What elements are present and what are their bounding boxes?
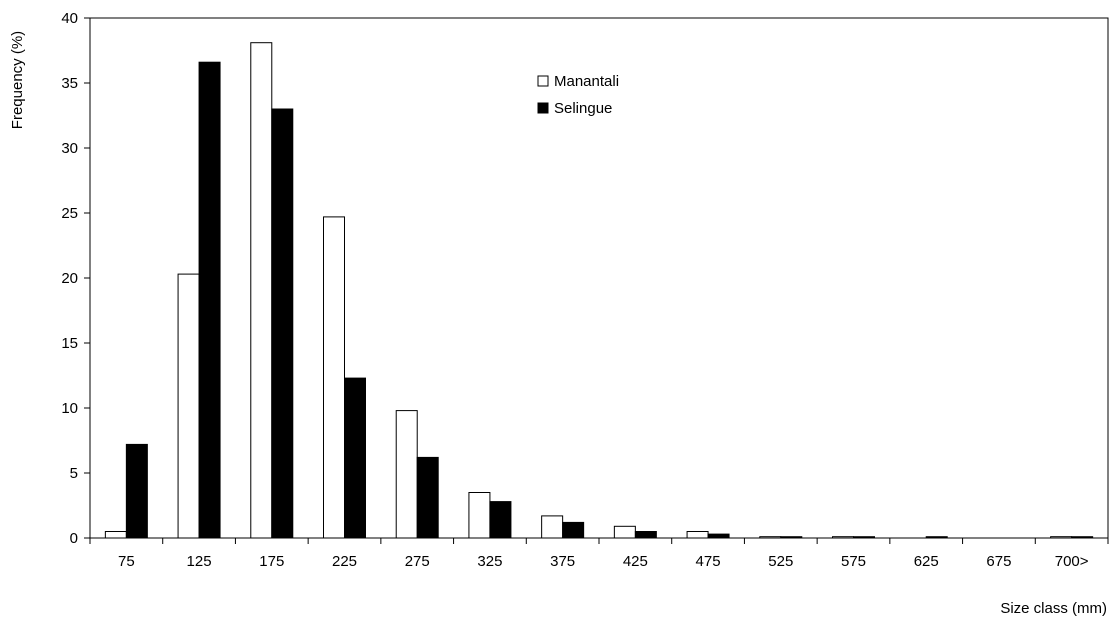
y-tick-label: 30	[61, 140, 78, 157]
legend-label-selingue: Selingue	[554, 100, 612, 117]
x-axis-label: Size class (mm)	[1000, 600, 1107, 617]
x-tick-label: 125	[187, 553, 212, 570]
y-tick-label: 0	[70, 530, 78, 547]
bar-selingue-475	[707, 533, 730, 539]
x-tick-label: 375	[550, 553, 575, 570]
bar-manantali-375	[541, 515, 564, 539]
bar-manantali-700plus	[1050, 536, 1073, 539]
x-tick-label: 425	[623, 553, 648, 570]
bar-selingue-75	[125, 443, 148, 539]
bar-manantali-175	[250, 42, 273, 539]
bar-selingue-225	[344, 377, 366, 539]
x-tick-label: 325	[477, 553, 502, 570]
plot-frame	[89, 17, 1109, 539]
bar-manantali-75	[104, 531, 127, 539]
bar-manantali-325	[468, 492, 491, 539]
bar-selingue-575	[853, 536, 875, 539]
y-tick-label: 20	[61, 270, 78, 287]
y-tick-label: 15	[61, 335, 78, 352]
x-tick-label: 75	[118, 553, 135, 570]
legend-swatch-manantali	[537, 75, 549, 87]
y-tick-label: 35	[61, 75, 78, 92]
y-tick-label: 40	[61, 10, 78, 27]
x-tick-label: 525	[768, 553, 793, 570]
bar-selingue-175	[271, 108, 294, 539]
y-tick-label: 5	[70, 465, 78, 482]
bar-selingue-525	[780, 536, 803, 539]
x-tick-label: 275	[405, 553, 430, 570]
bar-selingue-275	[416, 456, 439, 539]
legend-swatch-selingue	[537, 102, 549, 114]
bar-manantali-525	[759, 536, 782, 539]
x-tick-label: 575	[841, 553, 866, 570]
bar-selingue-425	[634, 531, 657, 539]
chart-legend: Manantali Selingue	[537, 73, 619, 117]
bar-selingue-375	[562, 521, 585, 539]
chart-axes	[89, 17, 1109, 539]
x-tick-label: 625	[914, 553, 939, 570]
bar-manantali-425	[613, 525, 636, 539]
bar-manantali-275	[395, 410, 418, 539]
y-tick-label: 10	[61, 400, 78, 417]
legend-label-manantali: Manantali	[554, 73, 619, 90]
bar-selingue-700plus	[1071, 536, 1094, 539]
chart-bars	[104, 42, 1094, 539]
bar-manantali-125	[177, 273, 200, 539]
bar-selingue-325	[489, 501, 512, 539]
bar-selingue-625	[925, 536, 948, 539]
bar-manantali-225	[323, 216, 345, 539]
x-tick-label: 675	[986, 553, 1011, 570]
x-axis-ticks: 75 125 175 225 275 325 375 425 475 525 575 625 675 70…	[89, 538, 1109, 570]
bar-manantali-575	[832, 536, 854, 539]
x-tick-label: 700>	[1055, 553, 1089, 570]
x-tick-label: 225	[332, 553, 357, 570]
y-axis-ticks: 0 5 10 15 20 25 30 35 40	[61, 10, 90, 547]
y-tick-label: 25	[61, 205, 78, 222]
x-tick-label: 475	[696, 553, 721, 570]
bar-manantali-475	[686, 531, 709, 539]
bar-selingue-125	[198, 61, 221, 539]
y-axis-label: Frequency (%)	[9, 31, 26, 129]
x-tick-label: 175	[259, 553, 284, 570]
